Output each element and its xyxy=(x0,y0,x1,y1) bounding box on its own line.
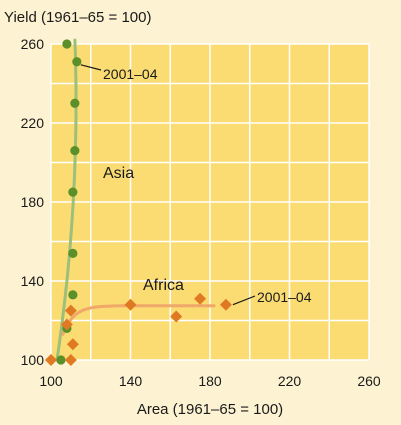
africa-point xyxy=(60,318,73,331)
asia-trend-curve xyxy=(55,38,78,362)
x-tick-label: 220 xyxy=(278,373,302,389)
y-tick-label: 260 xyxy=(21,36,45,52)
africa-point xyxy=(64,354,77,366)
asia-point xyxy=(68,290,78,300)
africa-point xyxy=(219,298,232,311)
africa-point xyxy=(66,338,79,351)
y-tick-labels: 100 140 180 220 260 xyxy=(21,36,45,368)
y-tick-label: 100 xyxy=(21,352,45,368)
x-tick-label: 260 xyxy=(357,373,381,389)
x-tick-labels: 100 140 180 220 260 xyxy=(39,373,381,389)
asia-point xyxy=(68,187,78,197)
x-tick-label: 140 xyxy=(119,373,143,389)
asia-point xyxy=(56,355,66,365)
asia-annotation-leader xyxy=(80,64,102,71)
asia-point xyxy=(70,146,80,156)
annotation-africa-2001-04: 2001–04 xyxy=(257,289,312,305)
gridlines xyxy=(50,43,370,361)
africa-trend-curve xyxy=(61,304,216,336)
annotation-asia-2001-04: 2001–04 xyxy=(103,66,158,82)
africa-point xyxy=(194,292,207,305)
y-axis-title: Yield (1961–65 = 100) xyxy=(4,9,151,26)
africa-point xyxy=(45,354,57,366)
asia-point xyxy=(72,57,82,67)
x-axis-title: Area (1961–65 = 100) xyxy=(137,401,283,418)
africa-annotation-leader xyxy=(232,295,256,306)
asia-point xyxy=(70,98,80,108)
series-label-africa: Africa xyxy=(143,277,184,294)
x-tick-label: 100 xyxy=(39,373,63,389)
trend-curves xyxy=(55,38,216,362)
y-tick-label: 220 xyxy=(21,115,45,131)
series-label-asia: Asia xyxy=(103,165,134,182)
y-tick-label: 140 xyxy=(21,273,45,289)
x-tick-label: 180 xyxy=(198,373,222,389)
africa-point xyxy=(64,304,77,317)
y-tick-label: 180 xyxy=(21,194,45,210)
data-markers xyxy=(45,39,232,366)
asia-point xyxy=(68,248,78,258)
africa-point xyxy=(124,298,137,311)
asia-point xyxy=(62,39,72,49)
africa-point xyxy=(170,310,183,323)
annotation-leaders xyxy=(80,64,256,306)
